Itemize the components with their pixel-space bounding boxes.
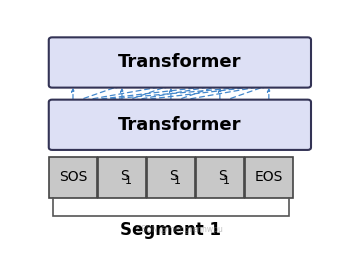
FancyBboxPatch shape: [147, 157, 195, 198]
Text: Segment 1: Segment 1: [120, 222, 221, 239]
Text: SOS: SOS: [59, 170, 87, 184]
Text: Transformer: Transformer: [118, 54, 241, 71]
FancyBboxPatch shape: [98, 157, 146, 198]
Text: EOS: EOS: [255, 170, 283, 184]
FancyBboxPatch shape: [49, 100, 311, 150]
FancyBboxPatch shape: [245, 157, 293, 198]
Text: 1: 1: [223, 176, 230, 186]
Text: S: S: [169, 169, 178, 183]
FancyBboxPatch shape: [196, 157, 244, 198]
Text: 1: 1: [174, 176, 181, 186]
FancyBboxPatch shape: [49, 37, 311, 88]
Text: Transformer: Transformer: [118, 116, 241, 134]
Text: S: S: [218, 169, 226, 183]
Text: 1: 1: [125, 176, 132, 186]
Text: CSDN @mengrennwpu: CSDN @mengrennwpu: [137, 225, 223, 234]
FancyBboxPatch shape: [49, 157, 97, 198]
Text: S: S: [120, 169, 128, 183]
